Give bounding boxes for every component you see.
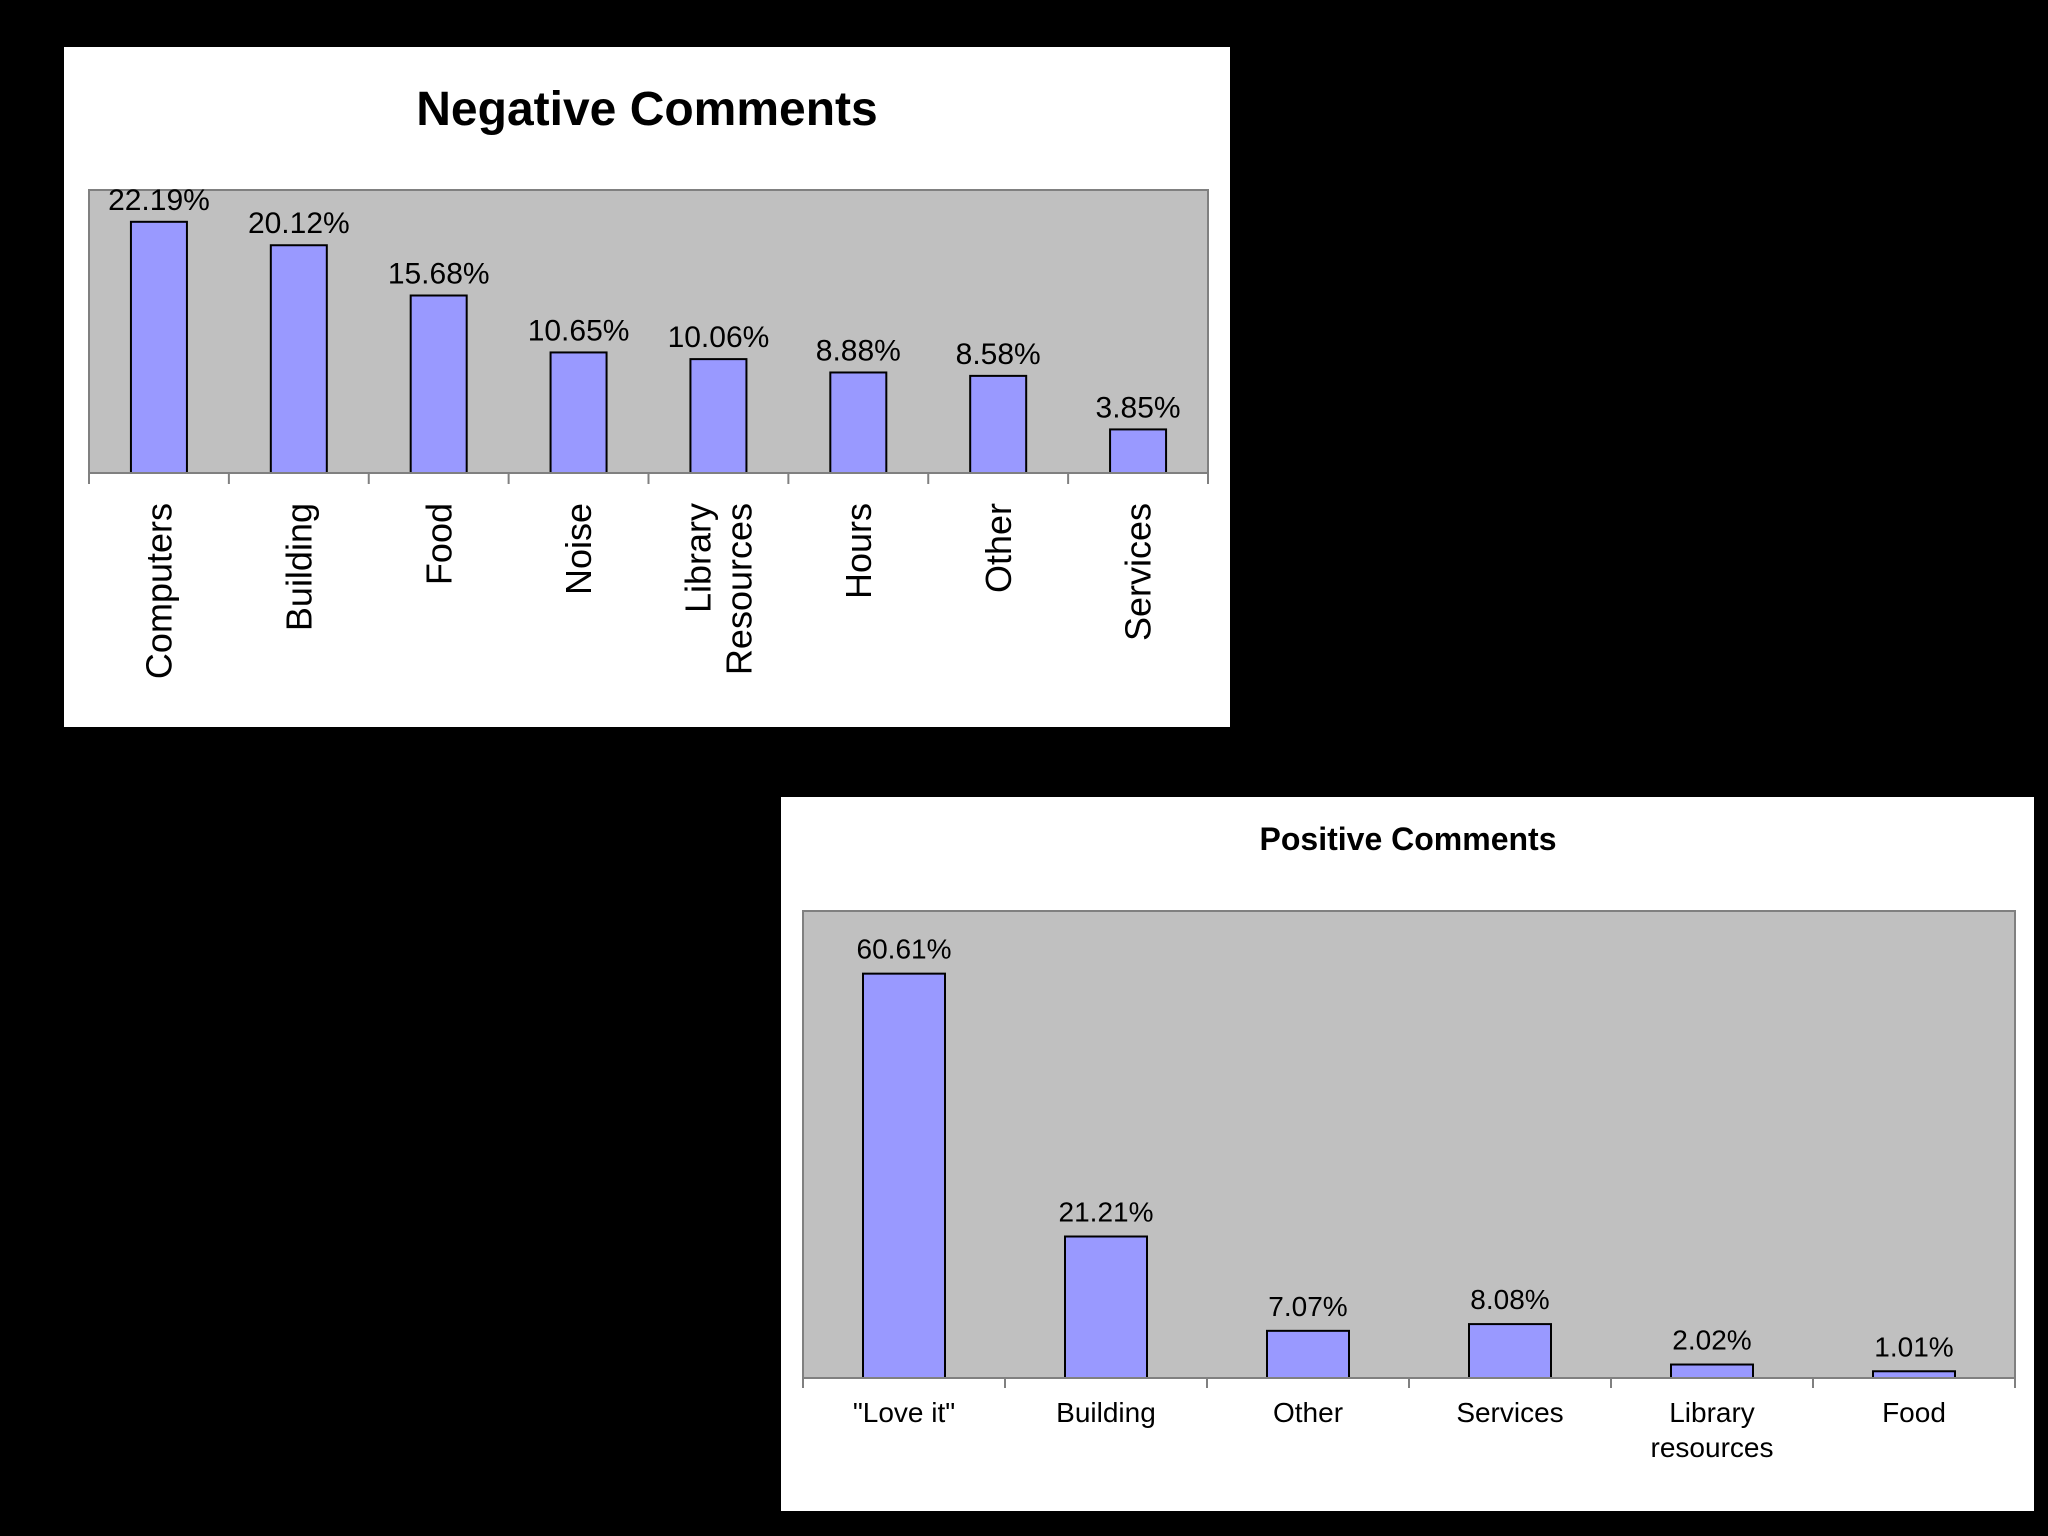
bar-noise <box>549 351 608 474</box>
bar-services <box>1468 1323 1552 1379</box>
bar-library-resources <box>1670 1363 1754 1380</box>
data-label-love-it: 60.61% <box>857 934 952 965</box>
data-label-food: 15.68% <box>388 258 490 291</box>
data-label-services: 8.08% <box>1470 1284 1549 1315</box>
bar-other <box>1266 1329 1350 1380</box>
data-label-food: 1.01% <box>1874 1331 1953 1362</box>
bar-building <box>269 244 328 474</box>
bar-hours <box>829 371 888 474</box>
plot-area <box>802 910 2016 1379</box>
data-label-other: 8.58% <box>956 338 1041 371</box>
positive-comments-svg: Positive Comments 60.61% 21.21% 7.07% 8.08%… <box>802 821 2016 1463</box>
tick-label-library-resources: LibraryResources <box>677 503 759 675</box>
negative-comments-chart: Negative Comments 22.19% 20.12% 15.68% 10.6… <box>64 47 1230 727</box>
tick-label-library-resources: Library resources <box>1651 1397 1774 1463</box>
tick-label-services: Services <box>1456 1397 1563 1428</box>
data-label-library-resources: 2.02% <box>1672 1325 1751 1356</box>
tick-label-services: Services <box>1118 503 1159 641</box>
data-label-other: 7.07% <box>1268 1291 1347 1322</box>
bar-other <box>969 374 1028 474</box>
bar-building <box>1064 1235 1148 1379</box>
bar-love-it <box>862 972 946 1379</box>
tick-label-other: Other <box>978 503 1019 593</box>
negative-comments-svg: Negative Comments 22.19% 20.12% 15.68% 10.6… <box>88 83 1209 679</box>
tick-label-hours: Hours <box>838 503 879 599</box>
tick-label-building: Building <box>278 503 319 631</box>
data-label-computers: 22.19% <box>108 184 210 217</box>
data-label-building: 20.12% <box>248 207 350 240</box>
data-label-hours: 8.88% <box>816 334 901 367</box>
tick-label-food: Food <box>1882 1397 1946 1428</box>
chart-title: Positive Comments <box>1260 821 1557 857</box>
tick-label-food: Food <box>418 503 459 585</box>
bar-computers <box>129 220 188 474</box>
data-label-building: 21.21% <box>1059 1196 1154 1227</box>
bar-food <box>1872 1370 1956 1379</box>
bar-library-resources <box>689 358 748 474</box>
tick-label-building: Building <box>1056 1397 1156 1428</box>
positive-comments-chart: Positive Comments 60.61% 21.21% 7.07% 8.08%… <box>781 797 2034 1511</box>
bar-services <box>1109 428 1168 474</box>
tick-label-other: Other <box>1273 1397 1343 1428</box>
bar-food <box>409 294 468 474</box>
data-label-noise: 10.65% <box>528 314 630 347</box>
tick-label-noise: Noise <box>558 503 599 595</box>
data-label-library-resources: 10.06% <box>668 321 770 354</box>
tick-label-computers: Computers <box>139 503 180 679</box>
chart-title: Negative Comments <box>416 83 877 136</box>
tick-label-love-it: "Love it" <box>853 1397 955 1428</box>
data-label-services: 3.85% <box>1096 391 1181 424</box>
